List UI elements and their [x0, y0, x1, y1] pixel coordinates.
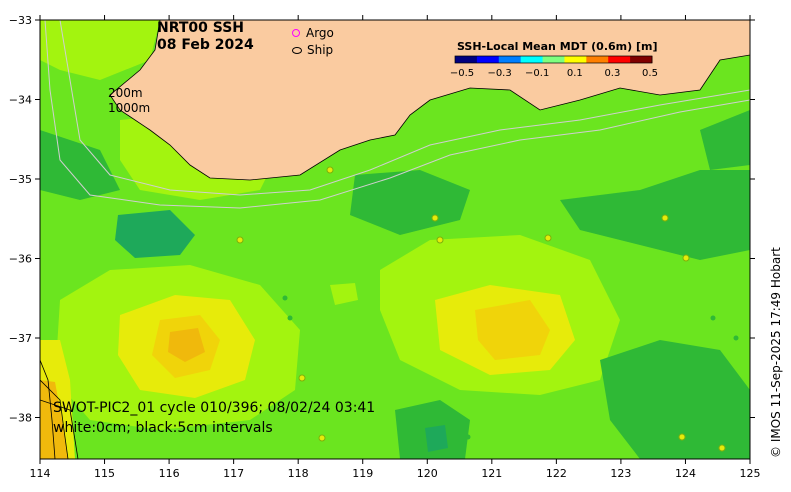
title-date: 08 Feb 2024 — [157, 37, 254, 53]
dark-green-region-ne — [700, 110, 750, 170]
y-tick-label: −37 — [9, 332, 32, 345]
x-tick-label: 116 — [159, 467, 180, 480]
x-tick-label: 117 — [223, 467, 244, 480]
x-tick-label: 120 — [417, 467, 438, 480]
x-tick-label: 123 — [610, 467, 631, 480]
dark-green-region-small — [115, 210, 195, 258]
orange-region-sw — [40, 380, 68, 459]
argo-label: Argo — [306, 26, 334, 40]
swot-contour-1 — [40, 359, 56, 459]
x-tick-label: 118 — [288, 467, 309, 480]
swot-info: SWOT-PIC2_01 cycle 010/396; 08/02/24 03:… — [53, 398, 375, 438]
orange-core-west — [168, 328, 205, 362]
colorbar-swatch — [542, 56, 565, 63]
lime-region-nw — [40, 20, 160, 80]
title-product: NRT00 SSH — [157, 20, 245, 36]
map-field — [40, 20, 750, 459]
ship-marker-icon — [292, 47, 302, 54]
y-axis: −33 −34 −35 −36 −37 −38 — [9, 14, 755, 425]
colorbar-tick-label: −0.5 — [450, 68, 474, 79]
map-title: NRT00 SSH 08 Feb 2024 — [157, 20, 254, 54]
colorbar-swatch — [608, 56, 631, 63]
swot-pass-info: SWOT-PIC2_01 cycle 010/396; 08/02/24 03:… — [53, 400, 376, 416]
y-tick-label: −33 — [9, 14, 32, 27]
y-tick-label: −34 — [9, 94, 32, 107]
contour-200m — [59, 20, 750, 196]
x-tick-label: 125 — [740, 467, 761, 480]
colorbar-swatch — [564, 56, 587, 63]
dark-green-patch — [425, 425, 448, 452]
colorbar-tick-label: 0.3 — [604, 68, 620, 79]
x-tick-label: 115 — [94, 467, 115, 480]
imos-credit: © IMOS 11-Sep-2025 17:49 Hobart — [769, 247, 783, 458]
x-tick-label: 119 — [352, 467, 373, 480]
dark-green-region-east — [560, 170, 750, 260]
colorbar-title: SSH-Local Mean MDT (0.6m) [m] — [457, 40, 658, 53]
colorbar-frame — [454, 55, 653, 64]
swot-contour-2 — [40, 379, 69, 459]
contour-1000m — [44, 20, 750, 209]
legend-ship: Ship — [292, 43, 333, 57]
lime-patch — [330, 283, 358, 305]
plot-frame — [39, 19, 751, 460]
x-tick-label: 121 — [481, 467, 502, 480]
colorbar-swatch — [520, 56, 544, 63]
x-tick-label: 122 — [546, 467, 567, 480]
y-tick-label: −38 — [9, 412, 32, 425]
y-tick-label: −36 — [9, 253, 32, 266]
x-tick-label: 124 — [675, 467, 696, 480]
depth-labels: 200m 1000m — [108, 86, 150, 116]
legend-argo: Argo — [292, 26, 334, 40]
argo-marker-icon — [292, 29, 300, 37]
colorbar-swatch — [498, 56, 522, 63]
swot-contour-info: white:0cm; black:5cm intervals — [53, 420, 273, 436]
depth-label-200m: 200m — [108, 86, 143, 100]
dark-green-region-se — [600, 340, 750, 459]
colorbar-swatch — [586, 56, 609, 63]
colorbar-swatch — [630, 56, 653, 63]
swot-contour-3 — [40, 399, 79, 459]
colorbar-tick-label: 0.1 — [567, 68, 583, 79]
x-tick-label: 114 — [30, 467, 51, 480]
colorbar-tick-label: −0.3 — [487, 68, 511, 79]
colorbar-tick-label: 0.5 — [642, 68, 658, 79]
colorbar-swatch — [476, 56, 500, 63]
colorbar: −0.5 −0.3 −0.1 0.1 0.3 0.5 — [450, 55, 658, 79]
x-axis: 114 115 116 117 118 119 120 121 122 123 124 125 — [30, 15, 761, 480]
colorbar-tick-label: −0.1 — [525, 68, 549, 79]
ship-markers — [236, 166, 739, 452]
y-tick-label: −35 — [9, 173, 32, 186]
dark-green-region-west — [40, 130, 120, 200]
orange-core-central — [475, 300, 550, 360]
depth-label-1000m: 1000m — [108, 101, 151, 115]
ship-label: Ship — [307, 43, 334, 57]
dark-green-region-center — [350, 170, 470, 235]
colorbar-swatch — [455, 56, 478, 63]
